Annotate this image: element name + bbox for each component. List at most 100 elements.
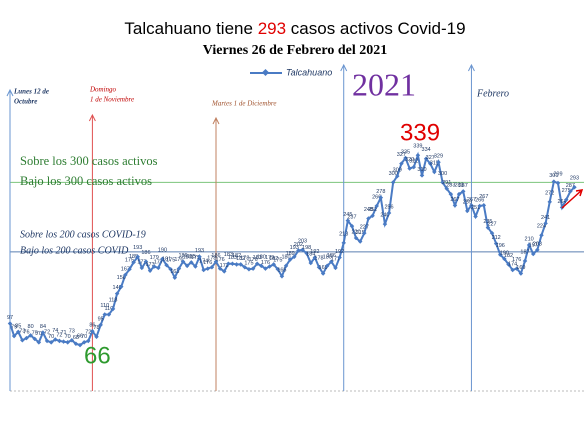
point-marker (197, 254, 202, 260)
title-part: 293 (258, 19, 286, 38)
data-label: 72 (56, 332, 62, 338)
data-label: 80 (28, 324, 34, 330)
data-label: 97 (7, 315, 13, 321)
data-label: 84 (40, 324, 46, 330)
point-marker (341, 240, 346, 246)
data-label: 192 (335, 249, 344, 255)
date-line-label: Octubre (14, 98, 37, 106)
point-marker (370, 213, 375, 219)
point-marker (114, 291, 120, 296)
trend-arrow (561, 189, 584, 209)
data-label: 275 (562, 188, 571, 194)
point-marker (481, 203, 487, 208)
data-label: 315 (430, 160, 439, 166)
point-marker (419, 173, 425, 178)
data-label: 252 (368, 207, 377, 213)
data-label: 70 (65, 334, 71, 340)
date-line-label: Domingo (89, 86, 117, 94)
point-marker (498, 252, 503, 257)
data-label: 196 (496, 243, 505, 249)
point-marker (287, 257, 293, 262)
point-marker (411, 164, 417, 170)
point-marker (238, 262, 243, 267)
point-marker (69, 337, 75, 343)
point-marker (473, 214, 478, 219)
date-line-label: 2021 (352, 66, 416, 102)
data-label: 172 (220, 263, 229, 269)
data-label: 167 (121, 266, 130, 272)
data-label: 309 (393, 168, 402, 174)
data-label: 174 (199, 258, 208, 264)
data-label: 193 (133, 245, 142, 251)
data-label: 178 (240, 256, 249, 262)
data-label: 327 (426, 155, 435, 161)
date-line-label: Lunes 12 de (13, 88, 49, 96)
point-marker (259, 263, 264, 269)
point-marker (81, 340, 87, 345)
point-marker (518, 271, 524, 276)
point-marker (320, 271, 326, 276)
point-marker (522, 258, 528, 264)
point-marker (131, 260, 136, 265)
data-label: 176 (261, 260, 270, 266)
point-marker (234, 262, 239, 267)
data-label: 150 (117, 275, 126, 281)
point-marker (250, 266, 256, 271)
data-label: 182 (269, 256, 278, 262)
data-label: 293 (570, 176, 579, 182)
data-label: 73 (19, 329, 25, 335)
data-label: 227 (360, 225, 369, 231)
data-label: 118 (109, 297, 118, 303)
data-label: 193 (290, 245, 299, 251)
data-label: 287 (459, 183, 468, 189)
data-label: 79 (11, 325, 17, 331)
data-label: 186 (178, 253, 187, 259)
point-marker (510, 267, 515, 273)
data-label: 181 (162, 257, 171, 263)
point-marker (378, 195, 384, 200)
data-label: 301 (549, 173, 558, 179)
point-marker (283, 263, 289, 269)
data-label: 180 (183, 254, 192, 260)
date-line-label: 1 de Noviembre (90, 96, 134, 104)
point-marker (312, 255, 318, 260)
data-label: 182 (236, 256, 245, 262)
data-label: 329 (434, 154, 443, 160)
point-marker (493, 241, 499, 246)
data-label: 183 (224, 252, 233, 258)
data-label: 182 (504, 253, 513, 259)
data-label: 213 (339, 231, 348, 237)
data-label: 175 (273, 258, 282, 264)
point-marker (221, 269, 227, 274)
data-label: 310 (417, 167, 426, 173)
annotation: Sobre los 200 casos COVID-19 (20, 229, 146, 240)
point-marker (485, 225, 491, 230)
point-marker (61, 339, 66, 344)
point-marker (267, 264, 272, 269)
point-marker (460, 189, 466, 194)
data-label: 177 (154, 259, 163, 265)
data-label: 186 (141, 250, 150, 256)
data-label: 203 (533, 241, 542, 247)
data-label: 110 (104, 306, 113, 312)
date-line-arrow (88, 113, 96, 122)
data-label: 85 (15, 323, 21, 329)
point-marker (246, 267, 252, 272)
point-marker (275, 267, 281, 272)
data-label: 215 (356, 230, 365, 236)
data-label: 183 (253, 255, 262, 261)
point-marker (189, 260, 194, 265)
data-label: 179 (191, 255, 200, 261)
point-marker (15, 329, 21, 335)
data-label: 300 (438, 171, 447, 177)
point-marker (432, 169, 437, 175)
date-line-arrow (6, 88, 14, 97)
date-line-arrow (212, 116, 220, 125)
data-label: 220 (351, 229, 360, 235)
point-marker (160, 256, 165, 262)
data-label: 75 (32, 330, 38, 336)
data-label: 203 (298, 238, 307, 244)
data-label: 272 (545, 190, 554, 196)
date-line-label: Febrero (476, 88, 509, 99)
data-label: 283 (454, 183, 463, 189)
